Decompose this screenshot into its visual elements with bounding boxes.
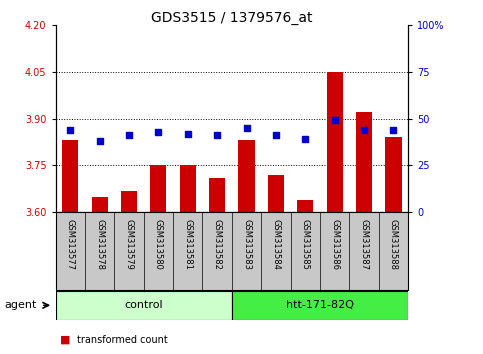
Bar	[268, 175, 284, 212]
Text: GSM313577: GSM313577	[66, 219, 75, 270]
Point	[272, 133, 280, 138]
Text: GSM313580: GSM313580	[154, 219, 163, 269]
Text: GSM313582: GSM313582	[213, 219, 222, 269]
Bar	[150, 166, 167, 212]
Point	[66, 127, 74, 133]
Text: GSM313585: GSM313585	[301, 219, 310, 269]
Text: control: control	[125, 300, 163, 310]
Point	[213, 133, 221, 138]
Bar	[121, 190, 137, 212]
Bar	[297, 200, 313, 212]
Bar	[356, 112, 372, 212]
Text: GSM313586: GSM313586	[330, 219, 339, 270]
Bar	[209, 178, 225, 212]
Bar	[239, 141, 255, 212]
Text: agent: agent	[5, 300, 37, 310]
Bar	[232, 291, 408, 320]
Text: transformed count: transformed count	[77, 335, 168, 345]
Bar	[327, 72, 343, 212]
Point	[360, 127, 368, 133]
Text: GSM313579: GSM313579	[125, 219, 133, 269]
Bar	[56, 212, 408, 290]
Point	[184, 131, 192, 136]
Text: GSM313581: GSM313581	[183, 219, 192, 269]
Point	[301, 136, 309, 142]
Text: htt-171-82Q: htt-171-82Q	[286, 300, 354, 310]
Text: ■: ■	[60, 335, 71, 345]
Bar	[62, 141, 78, 212]
Point	[96, 138, 103, 144]
Text: GSM313583: GSM313583	[242, 219, 251, 270]
Text: GSM313578: GSM313578	[95, 219, 104, 270]
Bar	[180, 166, 196, 212]
Point	[390, 127, 398, 133]
Point	[331, 118, 339, 123]
Point	[155, 129, 162, 135]
Text: GDS3515 / 1379576_at: GDS3515 / 1379576_at	[151, 11, 313, 25]
Text: GSM313588: GSM313588	[389, 219, 398, 270]
Bar	[385, 137, 401, 212]
Bar	[92, 197, 108, 212]
Text: GSM313584: GSM313584	[271, 219, 281, 269]
Text: GSM313587: GSM313587	[359, 219, 369, 270]
Point	[125, 133, 133, 138]
Bar	[56, 291, 232, 320]
Point	[242, 125, 250, 131]
